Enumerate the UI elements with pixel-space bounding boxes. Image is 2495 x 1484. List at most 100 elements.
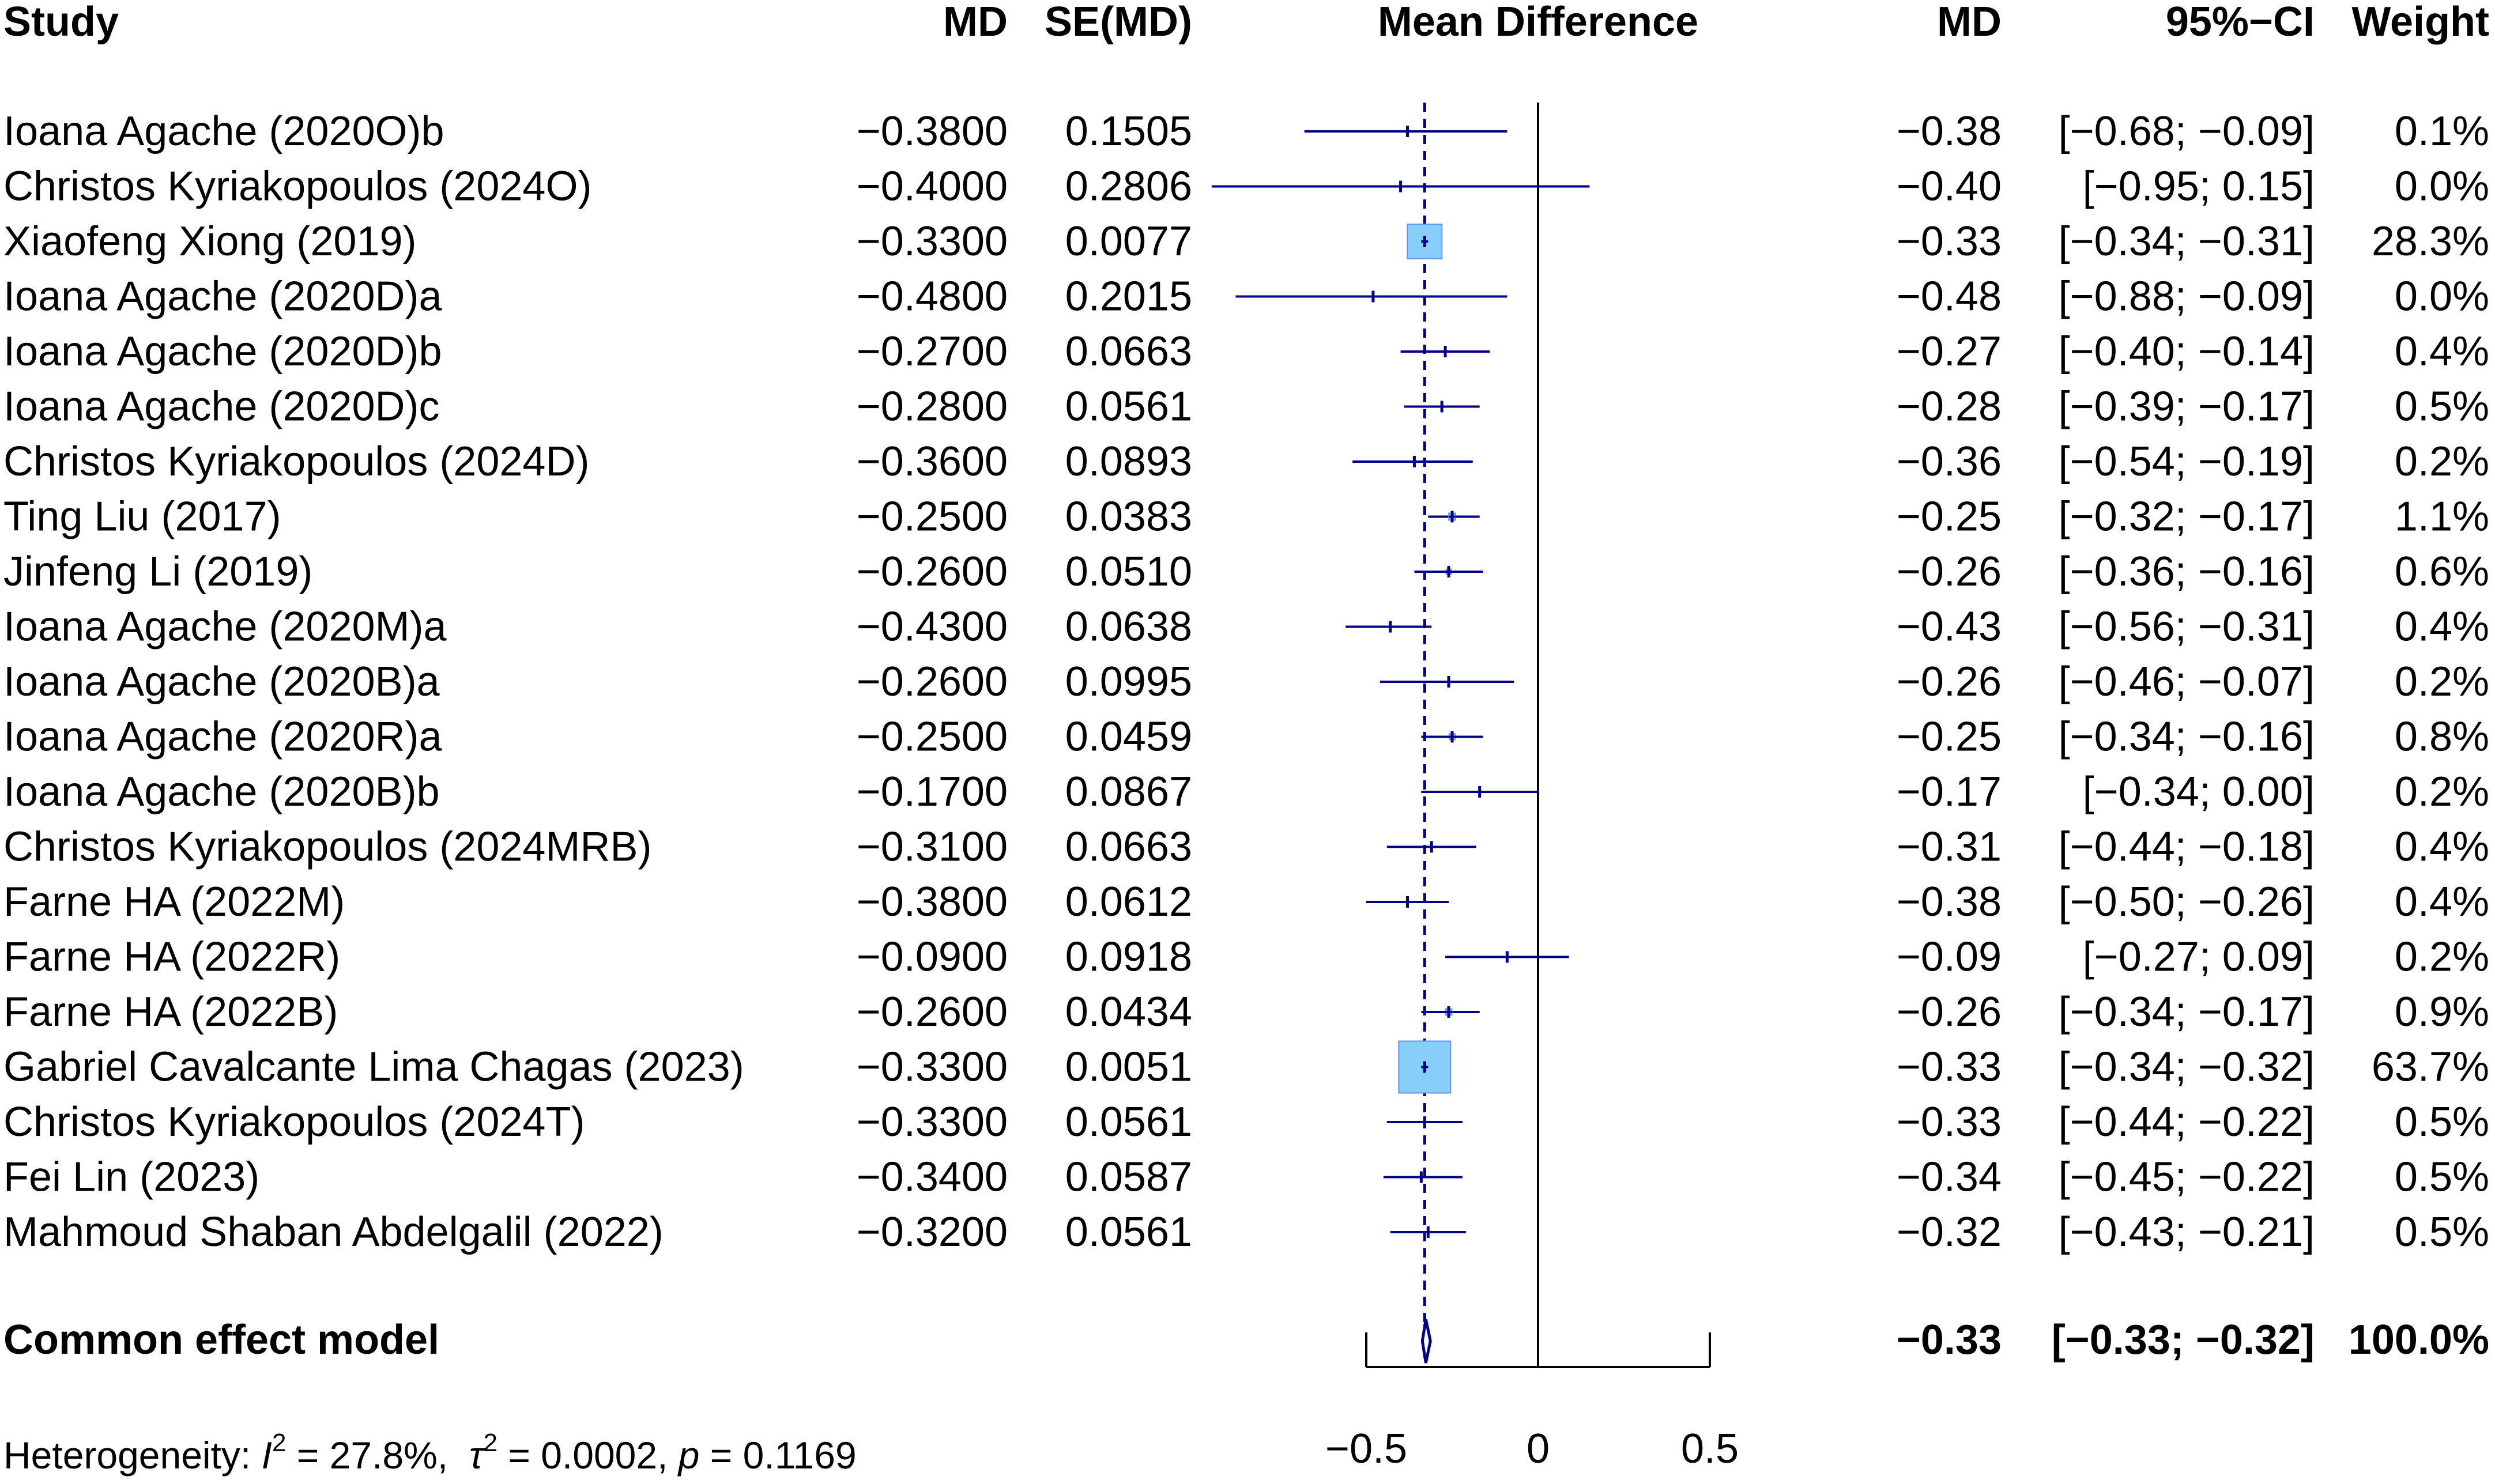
- study-weight: 0.4%: [2395, 328, 2489, 375]
- study-row: Jinfeng Li (2019) −0.2600 0.0510 −0.26 [−0.3…: [3, 549, 2489, 595]
- het-tau-value: = 0.0002,: [498, 1434, 679, 1477]
- study-weight: 0.2%: [2395, 439, 2489, 485]
- study-ci: [−0.34; −0.16]: [2059, 714, 2315, 760]
- study-mark: [1380, 676, 1514, 688]
- x-tick-label: 0.5: [1681, 1426, 1739, 1472]
- study-ci: [−0.40; −0.14]: [2059, 328, 2315, 375]
- study-mark: [1398, 1040, 1452, 1094]
- study-name: Christos Kyriakopoulos (2024T): [3, 1099, 585, 1145]
- study-row: Mahmoud Shaban Abdelgalil (2022) −0.3200 0…: [3, 1209, 2489, 1255]
- study-name: Ioana Agache (2020D)a: [3, 274, 443, 320]
- study-mark: [1211, 180, 1590, 192]
- study-ci: [−0.32; −0.17]: [2059, 494, 2315, 540]
- study-se: 0.0663: [1065, 824, 1192, 870]
- study-ci: [−0.45; −0.22]: [2059, 1154, 2315, 1200]
- study-name: Christos Kyriakopoulos (2024D): [3, 439, 589, 485]
- study-name: Fei Lin (2023): [3, 1154, 259, 1200]
- study-mark: [1407, 224, 1443, 259]
- study-md: −0.3300: [857, 218, 1008, 265]
- study-se: 0.0612: [1065, 879, 1192, 925]
- study-row: Ioana Agache (2020B)a −0.2600 0.0995 −0.26 […: [3, 659, 2489, 705]
- study-weight: 0.8%: [2395, 714, 2489, 760]
- header-md: MD: [943, 0, 1008, 45]
- study-name: Ioana Agache (2020B)a: [3, 659, 440, 705]
- study-md: −0.1700: [857, 769, 1008, 815]
- study-md-right: −0.33: [1897, 1099, 2002, 1145]
- study-ci: [−0.36; −0.16]: [2059, 549, 2315, 595]
- study-se: 0.0918: [1065, 934, 1192, 980]
- study-se: 0.0434: [1065, 989, 1192, 1035]
- het-i2-symbol: I: [262, 1434, 272, 1477]
- study-ci: [−0.44; −0.18]: [2059, 824, 2315, 870]
- study-name: Ioana Agache (2020M)a: [3, 604, 447, 650]
- study-md-right: −0.38: [1897, 108, 2002, 154]
- het-p-value: = 0.1169: [699, 1434, 856, 1477]
- study-se: 0.0051: [1065, 1044, 1192, 1090]
- study-weight: 0.1%: [2395, 108, 2489, 154]
- study-weight: 28.3%: [2372, 218, 2489, 265]
- study-weight: 0.2%: [2395, 769, 2489, 815]
- study-mark: [1352, 456, 1473, 467]
- study-md: −0.0900: [857, 934, 1008, 980]
- header-row: Study MD SE(MD) Mean Difference MD 95%−C…: [3, 0, 2489, 45]
- header-weight: Weight: [2351, 0, 2489, 45]
- study-ci: [−0.95; 0.15]: [2083, 164, 2315, 210]
- study-md-right: −0.32: [1897, 1209, 2002, 1255]
- study-md-right: −0.09: [1897, 934, 2002, 980]
- het-tau-symbol: τ: [469, 1434, 486, 1477]
- study-se: 0.0459: [1065, 714, 1192, 760]
- study-rows: Ioana Agache (2020O)b −0.3800 0.1505 −0.38 […: [3, 108, 2489, 1255]
- study-row: Ioana Agache (2020D)a −0.4800 0.2015 −0.48 […: [3, 274, 2489, 320]
- study-row: Farne HA (2022M) −0.3800 0.0612 −0.38 [−0.50…: [3, 879, 2489, 925]
- weight-box: [1398, 1040, 1452, 1094]
- study-md: −0.2600: [857, 989, 1008, 1035]
- het-tau-sup: 2: [484, 1429, 498, 1457]
- study-name: Ioana Agache (2020B)b: [3, 769, 440, 815]
- study-md: −0.2500: [857, 714, 1008, 760]
- study-md-right: −0.48: [1897, 274, 2002, 320]
- study-weight: 0.2%: [2395, 934, 2489, 980]
- study-md-right: −0.33: [1897, 1044, 2002, 1090]
- study-md: −0.2500: [857, 494, 1008, 540]
- study-row: Ioana Agache (2020D)b −0.2700 0.0663 −0.27 […: [3, 328, 2489, 375]
- study-se: 0.1505: [1065, 108, 1192, 154]
- study-md-right: −0.25: [1897, 714, 2002, 760]
- het-i2-sup: 2: [272, 1429, 286, 1457]
- study-row: Ioana Agache (2020D)c −0.2800 0.0561 −0.28 […: [3, 384, 2489, 430]
- het-label: Heterogeneity:: [3, 1434, 262, 1477]
- study-md-right: −0.25: [1897, 494, 2002, 540]
- pooled-label: Common effect model: [3, 1317, 439, 1363]
- study-se: 0.0077: [1065, 218, 1192, 265]
- heterogeneity-text: Heterogeneity: I2 = 27.8%, τ2 = 0.0002, …: [3, 1429, 857, 1477]
- study-ci: [−0.34; −0.17]: [2059, 989, 2315, 1035]
- study-se: 0.0638: [1065, 604, 1192, 650]
- study-mark: [1421, 786, 1538, 798]
- study-mark: [1445, 951, 1569, 963]
- study-mark: [1366, 896, 1449, 908]
- study-name: Christos Kyriakopoulos (2024MRB): [3, 824, 651, 870]
- study-md-right: −0.40: [1897, 164, 2002, 210]
- study-ci: [−0.50; −0.26]: [2059, 879, 2315, 925]
- study-md: −0.3300: [857, 1044, 1008, 1090]
- study-se: 0.2806: [1065, 164, 1192, 210]
- x-tick-label: −0.5: [1325, 1426, 1407, 1472]
- study-ci: [−0.68; −0.09]: [2059, 108, 2315, 154]
- study-weight: 63.7%: [2372, 1044, 2489, 1090]
- study-md-right: −0.36: [1897, 439, 2002, 485]
- study-mark: [1383, 1171, 1463, 1183]
- study-name: Ioana Agache (2020D)c: [3, 384, 440, 430]
- study-md: −0.2600: [857, 659, 1008, 705]
- study-weight: 0.0%: [2395, 274, 2489, 320]
- study-md: −0.3300: [857, 1099, 1008, 1145]
- study-mark: [1346, 621, 1432, 633]
- header-md-right: MD: [1937, 0, 2002, 45]
- study-ci: [−0.34; −0.32]: [2059, 1044, 2315, 1090]
- study-se: 0.0510: [1065, 549, 1192, 595]
- study-md-right: −0.28: [1897, 384, 2002, 430]
- study-row: Christos Kyriakopoulos (2024T) −0.3300 0.0…: [3, 1099, 2489, 1145]
- study-md: −0.3100: [857, 824, 1008, 870]
- study-weight: 0.5%: [2395, 1209, 2489, 1255]
- study-md-right: −0.34: [1897, 1154, 2002, 1200]
- study-mark: [1390, 1226, 1466, 1238]
- study-ci: [−0.46; −0.07]: [2059, 659, 2315, 705]
